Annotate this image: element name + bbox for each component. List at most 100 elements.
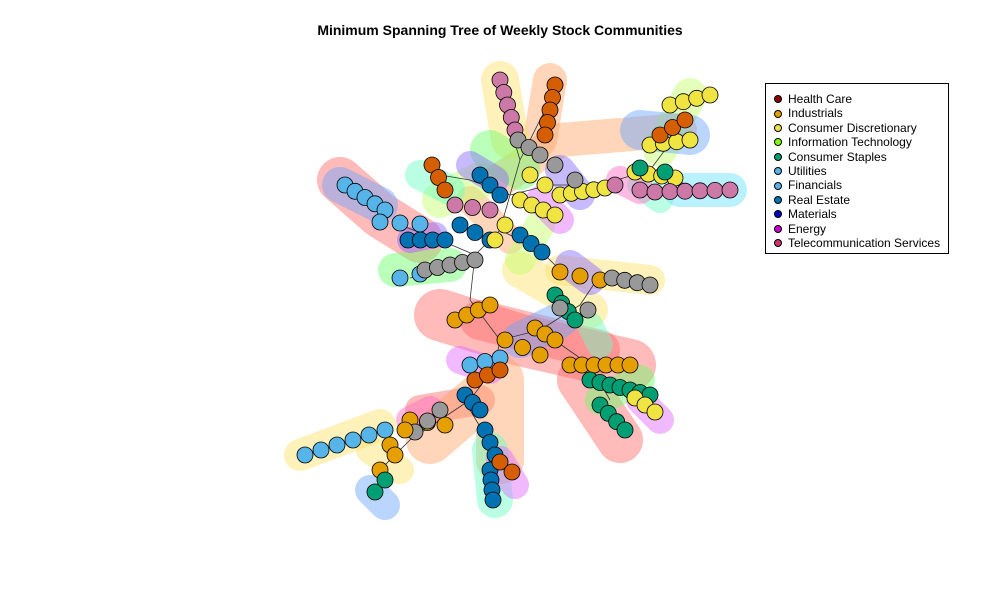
stock-node (461, 356, 479, 374)
stock-node (551, 299, 569, 317)
stock-node (651, 126, 669, 144)
stock-node (631, 181, 649, 199)
legend-swatch (774, 224, 782, 233)
stock-node (546, 156, 564, 174)
stock-node (486, 231, 504, 249)
stock-node (646, 403, 664, 421)
legend-label: Health Care (788, 92, 853, 106)
stock-node (646, 183, 664, 201)
legend-item: Utilities (774, 164, 948, 178)
stock-node (396, 421, 414, 439)
stock-node (491, 186, 509, 204)
stock-node (481, 176, 499, 194)
stock-node (464, 199, 481, 216)
legend-item: Telecommunication Services (774, 236, 948, 250)
legend-swatch (774, 152, 782, 161)
legend-label: Industrials (788, 106, 843, 121)
stock-node (496, 216, 514, 234)
legend-label: Information Technology (788, 135, 912, 150)
stock-node (436, 416, 454, 434)
stock-node (521, 166, 539, 184)
stock-node (466, 251, 484, 269)
stock-node (536, 126, 554, 144)
legend-swatch (774, 239, 782, 248)
stock-node (376, 471, 394, 489)
stock-node (514, 339, 531, 356)
stock-node (536, 176, 554, 194)
stock-node (484, 491, 502, 509)
legend-item: Consumer Discretionary (774, 121, 948, 135)
legend-item: Energy (774, 222, 948, 236)
legend-label: Real Estate (788, 192, 851, 207)
stock-node (481, 201, 499, 219)
stock-node (371, 213, 389, 231)
legend-label: Energy (788, 221, 827, 236)
stock-node (471, 401, 489, 419)
stock-node (531, 146, 549, 164)
stock-node (411, 215, 429, 233)
legend-swatch (774, 138, 782, 147)
stock-node (496, 331, 514, 349)
community-hull (356, 436, 414, 484)
legend-label: Telecommunication Services (788, 235, 941, 250)
legend-swatch (774, 181, 782, 190)
stock-node (579, 301, 597, 319)
stock-node (571, 267, 589, 285)
tree-edge (509, 159, 521, 196)
stock-node (631, 159, 649, 177)
stock-node (551, 263, 569, 281)
stock-node (328, 436, 346, 454)
legend-item: Real Estate (774, 193, 948, 207)
legend-item: Consumer Staples (774, 150, 948, 164)
legend-item: Information Technology (774, 135, 948, 149)
stock-node (546, 206, 564, 224)
legend-swatch (774, 195, 782, 204)
community-hull (483, 113, 697, 197)
chart-title: Minimum Spanning Tree of Weekly Stock Co… (317, 22, 683, 38)
community-hull (406, 356, 524, 484)
stock-node (691, 182, 709, 200)
stock-node (661, 183, 679, 201)
stock-node (676, 111, 694, 129)
stock-node (503, 463, 521, 481)
stock-node (706, 181, 724, 199)
community-hull (577, 312, 613, 358)
stock-node (366, 483, 384, 501)
stock-node (451, 216, 469, 234)
stock-node (376, 421, 394, 439)
stock-node (391, 269, 409, 287)
legend-swatch (774, 109, 782, 118)
stock-node (676, 182, 694, 200)
stock-node (360, 426, 378, 444)
stock-node (621, 356, 639, 374)
stock-node (419, 412, 436, 430)
stock-nodes (296, 71, 739, 509)
legend-item: Industrials (774, 106, 948, 120)
stock-node (471, 166, 489, 184)
legend-swatch (774, 210, 782, 219)
legend-swatch (774, 167, 782, 176)
stock-node (566, 311, 584, 329)
stock-node (721, 181, 739, 199)
legend-label: Consumer Discretionary (788, 120, 917, 135)
stock-node (491, 361, 509, 379)
legend-swatch (774, 123, 782, 132)
stock-node (491, 453, 509, 471)
stock-node (312, 441, 330, 459)
stock-node (656, 163, 674, 181)
stock-node (533, 243, 551, 261)
legend-label: Consumer Staples (788, 149, 887, 164)
stock-node (566, 171, 584, 189)
stock-node (531, 346, 549, 364)
stock-node (664, 119, 681, 136)
legend-label: Financials (788, 178, 843, 193)
community-hull (470, 130, 540, 190)
stock-node (431, 401, 449, 419)
stock-node (466, 224, 484, 241)
stock-node (436, 181, 454, 199)
stock-node (436, 231, 454, 249)
legend-item: Materials (774, 207, 948, 221)
stock-node (296, 446, 314, 464)
legend-item: Financials (774, 178, 948, 192)
